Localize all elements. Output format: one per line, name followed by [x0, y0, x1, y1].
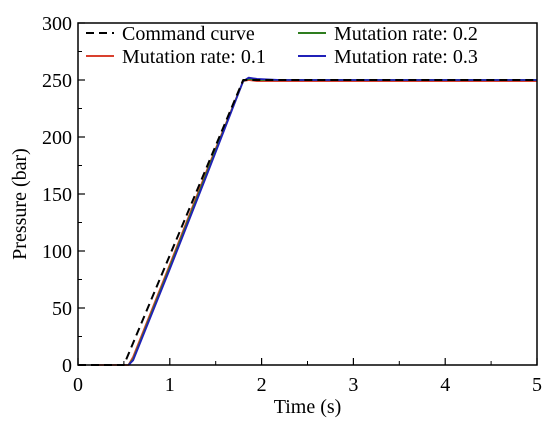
- y-tick-label: 250: [42, 70, 72, 92]
- plot-frame: [77, 22, 538, 366]
- x-tick-label: 3: [348, 374, 358, 396]
- y-axis-title: Pressure (bar): [9, 148, 31, 260]
- series-line-2: [127, 78, 537, 366]
- plot-lines: [78, 76, 537, 366]
- x-tick-label: 2: [257, 374, 267, 396]
- y-tick-label: 300: [42, 13, 72, 35]
- legend-label-0: Command curve: [122, 23, 255, 45]
- series-line-1: [91, 79, 537, 366]
- x-axis-title: Time (s): [274, 396, 342, 418]
- x-tick-label: 0: [73, 374, 83, 396]
- legend-label-3: Mutation rate: 0.3: [334, 46, 478, 68]
- legend-label-1: Mutation rate: 0.1: [122, 46, 266, 68]
- y-axis: 0 50 100 150 200 250 300: [42, 13, 85, 377]
- x-tick-label: 1: [165, 374, 175, 396]
- y-tick-label: 150: [42, 184, 72, 206]
- y-tick-label: 50: [52, 298, 72, 320]
- legend-label-2: Mutation rate: 0.2: [334, 23, 478, 45]
- x-tick-label: 4: [440, 374, 450, 396]
- x-tick-label: 5: [532, 374, 542, 396]
- y-tick-label: 0: [62, 355, 72, 377]
- y-tick-label: 100: [42, 241, 72, 263]
- x-axis: 0 1 2 3 4 5: [73, 358, 542, 396]
- series-line-3: [127, 76, 537, 366]
- series-line-0: [78, 79, 537, 366]
- y-tick-label: 200: [42, 127, 72, 149]
